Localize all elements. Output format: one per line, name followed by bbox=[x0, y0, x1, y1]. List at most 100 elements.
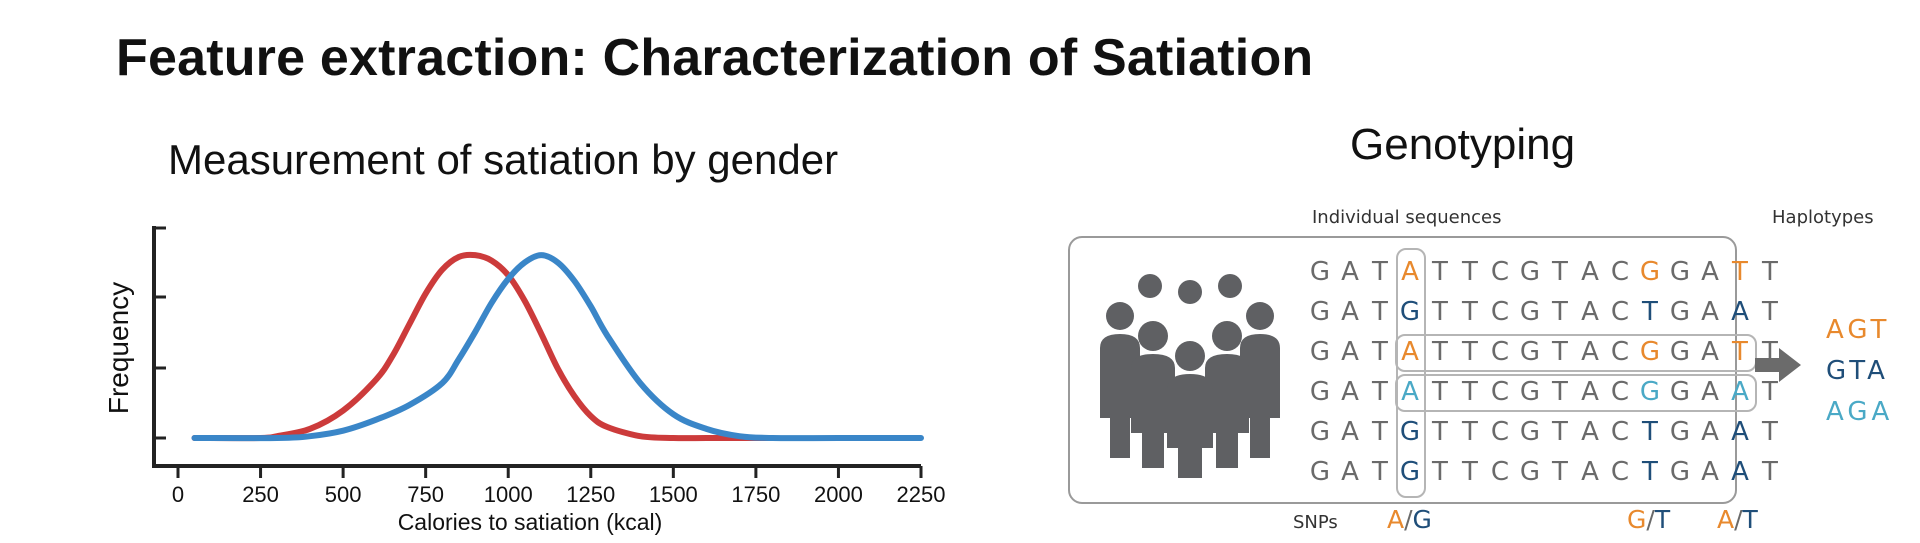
base: C bbox=[1610, 337, 1630, 367]
snp-alleles: A/G G/T A/T bbox=[0, 505, 1920, 535]
x-tick-label-1: 250 bbox=[242, 482, 279, 507]
snp-allele-pair: G/T bbox=[1627, 505, 1670, 534]
base: G bbox=[1519, 377, 1541, 407]
y-axis-label: Frequency bbox=[103, 282, 134, 414]
base: A bbox=[1731, 417, 1749, 447]
snp-allele-pair: A/G bbox=[1387, 505, 1432, 534]
series-line-1 bbox=[191, 252, 924, 442]
snp-allele-b: T bbox=[1654, 505, 1671, 534]
haplotype: GTA bbox=[1826, 356, 1889, 386]
base: A bbox=[1581, 457, 1599, 487]
base: G bbox=[1669, 297, 1691, 327]
snp-allele-a: A bbox=[1387, 505, 1405, 534]
base: T bbox=[1552, 457, 1568, 487]
snp-allele-a: A bbox=[1717, 505, 1735, 534]
base: C bbox=[1490, 377, 1510, 407]
base: A bbox=[1341, 337, 1359, 367]
base: A bbox=[1341, 417, 1359, 447]
base: C bbox=[1490, 297, 1510, 327]
haplotype-row-frame bbox=[1395, 374, 1757, 412]
base: T bbox=[1552, 257, 1568, 287]
base: A bbox=[1581, 337, 1599, 367]
base: C bbox=[1490, 457, 1510, 487]
base: T bbox=[1432, 457, 1448, 487]
x-tick-label-4: 1000 bbox=[484, 482, 533, 507]
base: T bbox=[1762, 257, 1778, 287]
x-axis-label: Calories to satiation (kcal) bbox=[398, 509, 663, 535]
base: A bbox=[1401, 377, 1419, 407]
base: A bbox=[1731, 377, 1749, 407]
x-tick-label-5: 1250 bbox=[566, 482, 615, 507]
base: T bbox=[1372, 377, 1388, 407]
snps-label: SNPs bbox=[1293, 512, 1338, 533]
base: A bbox=[1701, 417, 1719, 447]
base: A bbox=[1401, 257, 1419, 287]
x-tick-label-7: 1750 bbox=[731, 482, 780, 507]
base: G bbox=[1669, 457, 1691, 487]
base: T bbox=[1732, 337, 1748, 367]
base: A bbox=[1731, 297, 1749, 327]
satiation-chart: 0 250 500 750 1000 1250 1500 1750 2000 2250 Calori… bbox=[103, 226, 945, 535]
base: A bbox=[1341, 457, 1359, 487]
genotyping-title: Genotyping bbox=[1350, 120, 1576, 169]
base: A bbox=[1731, 457, 1749, 487]
base: T bbox=[1552, 417, 1568, 447]
base: C bbox=[1490, 417, 1510, 447]
base: T bbox=[1642, 297, 1658, 327]
base: T bbox=[1372, 337, 1388, 367]
x-tick-label-3: 750 bbox=[407, 482, 444, 507]
base: G bbox=[1669, 337, 1691, 367]
haplotype-list: AGT GTA AGA bbox=[1826, 310, 1893, 433]
base: T bbox=[1462, 377, 1478, 407]
base: G bbox=[1309, 457, 1331, 487]
chart-title: Measurement of satiation by gender bbox=[168, 136, 839, 183]
base: G bbox=[1309, 377, 1331, 407]
base: G bbox=[1519, 417, 1541, 447]
base: G bbox=[1399, 297, 1421, 327]
base: T bbox=[1462, 297, 1478, 327]
x-tick-label-8: 2000 bbox=[814, 482, 863, 507]
base: T bbox=[1462, 457, 1478, 487]
base: A bbox=[1701, 257, 1719, 287]
people-group-icon bbox=[1100, 274, 1280, 478]
base: A bbox=[1701, 337, 1719, 367]
base: T bbox=[1552, 337, 1568, 367]
base: T bbox=[1372, 417, 1388, 447]
base: T bbox=[1462, 257, 1478, 287]
base: G bbox=[1309, 337, 1331, 367]
base: G bbox=[1309, 257, 1331, 287]
base: T bbox=[1762, 297, 1778, 327]
base: A bbox=[1341, 257, 1359, 287]
base: T bbox=[1372, 257, 1388, 287]
snp-allele-a: G bbox=[1627, 505, 1647, 534]
haplotypes-label: Haplotypes bbox=[1772, 207, 1874, 228]
arrow-right-icon bbox=[1755, 348, 1801, 382]
base: A bbox=[1341, 297, 1359, 327]
base: G bbox=[1399, 457, 1421, 487]
base: A bbox=[1581, 297, 1599, 327]
x-tick-label-2: 500 bbox=[325, 482, 362, 507]
base: T bbox=[1762, 417, 1778, 447]
base: T bbox=[1642, 457, 1658, 487]
base: A bbox=[1401, 337, 1419, 367]
snp-separator: / bbox=[1404, 505, 1413, 534]
base: T bbox=[1372, 457, 1388, 487]
x-tick-label-0: 0 bbox=[172, 482, 184, 507]
base: C bbox=[1610, 457, 1630, 487]
base: T bbox=[1552, 377, 1568, 407]
base: T bbox=[1432, 297, 1448, 327]
base: G bbox=[1309, 297, 1331, 327]
snp-allele-b: G bbox=[1412, 505, 1432, 534]
base: T bbox=[1762, 457, 1778, 487]
base: T bbox=[1462, 417, 1478, 447]
base: G bbox=[1519, 257, 1541, 287]
haplotype-row-frame bbox=[1395, 334, 1757, 372]
base: G bbox=[1669, 257, 1691, 287]
base: G bbox=[1519, 457, 1541, 487]
base: A bbox=[1341, 377, 1359, 407]
